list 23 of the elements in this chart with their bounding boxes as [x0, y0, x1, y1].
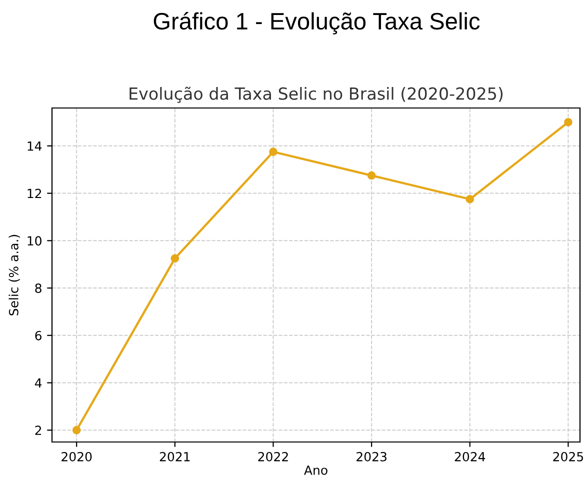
point — [564, 118, 572, 126]
chart-title: Evolução da Taxa Selic no Brasil (2020-2025) — [130, 86, 503, 103]
text: Gráfico 1 - Evolução Taxa Selic — [154, 12, 480, 34]
y-tick-label: 8 — [35, 284, 42, 293]
x-tick-label: 2025 — [553, 452, 584, 462]
x-tick-label: 2021 — [160, 452, 190, 462]
x-tick-label: 2023 — [356, 452, 386, 462]
x-axis-title: Ano — [304, 466, 328, 475]
x-tick-label: 2024 — [454, 452, 486, 462]
x-tick-label: 2022 — [258, 452, 288, 462]
y-tick-label: 2 — [35, 426, 42, 435]
point — [170, 254, 180, 263]
y-tick-label: 12 — [28, 188, 42, 198]
point — [72, 426, 81, 434]
y-axis-title: Selic (% a.a.) — [8, 234, 20, 316]
y-tick-label: 6 — [35, 330, 42, 340]
y-tick-label: 4 — [34, 378, 42, 388]
x-tick-label: 2020 — [62, 452, 92, 462]
point — [466, 195, 474, 204]
y-tick-label: 10 — [28, 236, 42, 246]
point — [269, 148, 278, 156]
point — [367, 171, 376, 180]
y-tick-label: 14 — [28, 142, 42, 151]
